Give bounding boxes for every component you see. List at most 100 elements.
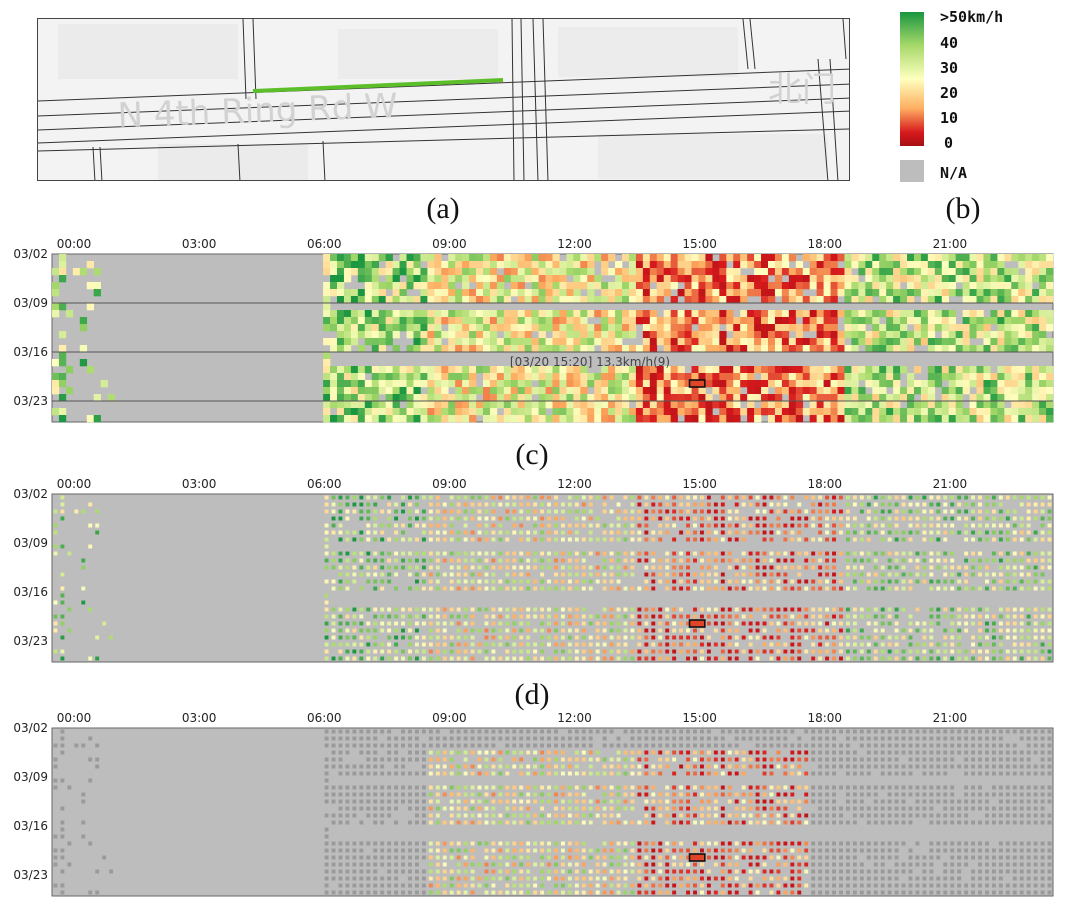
heatmap-dot bbox=[700, 736, 704, 741]
heatmap-dot bbox=[651, 579, 656, 584]
heatmap-dot bbox=[1012, 621, 1017, 626]
heatmap-dot bbox=[720, 750, 725, 755]
heatmap-dot bbox=[442, 537, 447, 542]
road-map[interactable]: N 4th Ring Rd W 北门 bbox=[37, 18, 850, 181]
heatmap-dot bbox=[324, 743, 329, 748]
heatmap-dot bbox=[352, 530, 357, 535]
speed-heatmap-filtered[interactable]: 00:00 03:00 06:00 09:00 12:00 15:00 18:00 21:00… bbox=[0, 706, 1066, 906]
heatmap-cell bbox=[1018, 282, 1026, 290]
heatmap-dot bbox=[560, 558, 565, 563]
heatmap-cell bbox=[837, 345, 845, 353]
heatmap-cell bbox=[907, 408, 915, 416]
heatmap-cell bbox=[552, 261, 560, 269]
heatmap-dot bbox=[463, 509, 468, 514]
heatmap-cell bbox=[733, 296, 741, 304]
heatmap-dot bbox=[491, 516, 496, 521]
heatmap-dot bbox=[700, 572, 704, 577]
heatmap-dot bbox=[1019, 558, 1024, 563]
heatmap-cell bbox=[858, 282, 866, 290]
heatmap-dot bbox=[964, 628, 969, 633]
heatmap-cell bbox=[865, 331, 873, 339]
heatmap-cell bbox=[496, 415, 505, 423]
speed-heatmap-dots[interactable]: 00:00 03:00 06:00 09:00 12:00 15:00 18:00 21:00… bbox=[0, 472, 1066, 672]
heatmap-cell bbox=[809, 268, 817, 276]
heatmap-dot bbox=[526, 750, 531, 755]
heatmap-dot bbox=[797, 530, 802, 535]
heatmap-cell bbox=[608, 394, 616, 402]
heatmap-dot bbox=[616, 607, 621, 612]
heatmap-cell bbox=[510, 275, 519, 283]
heatmap-dot bbox=[755, 764, 760, 769]
heatmap-dot bbox=[1012, 764, 1017, 769]
heatmap-dot bbox=[720, 537, 725, 542]
heatmap-dot bbox=[387, 551, 392, 556]
heatmap-dot bbox=[741, 771, 746, 776]
heatmap-cell bbox=[371, 310, 380, 318]
heatmap-dot bbox=[421, 642, 426, 647]
heatmap-cell bbox=[1046, 268, 1054, 276]
heatmap-dot bbox=[943, 565, 948, 570]
heatmap-dot bbox=[706, 551, 711, 556]
heatmap-dot bbox=[449, 558, 454, 563]
heatmap-cell bbox=[684, 282, 692, 290]
heatmap-cell bbox=[601, 296, 609, 304]
heatmap-dot bbox=[637, 764, 642, 769]
heatmap-dot bbox=[1012, 649, 1017, 654]
heatmap-dot bbox=[477, 579, 482, 584]
heatmap-dot bbox=[463, 572, 468, 577]
heatmap-dot bbox=[408, 628, 412, 633]
heatmap-cell bbox=[941, 408, 950, 416]
heatmap-dot bbox=[943, 495, 948, 500]
heatmap-dot bbox=[873, 757, 878, 762]
heatmap-dot bbox=[783, 530, 788, 535]
speed-heatmap-full[interactable]: 00:00 03:00 06:00 09:00 12:00 15:00 18:00 21:00… bbox=[0, 232, 1066, 432]
heatmap-dot bbox=[971, 750, 976, 755]
heatmap-dot bbox=[818, 642, 823, 647]
heatmap-cell bbox=[983, 373, 991, 381]
heatmap-dot bbox=[741, 635, 746, 640]
heatmap-dot bbox=[700, 771, 704, 776]
heatmap-dot bbox=[985, 736, 989, 741]
heatmap-cell bbox=[642, 275, 651, 283]
heatmap-dot bbox=[1033, 736, 1038, 741]
heatmap-dot bbox=[415, 579, 419, 584]
heatmap-dot bbox=[873, 502, 878, 507]
heatmap-dot bbox=[387, 565, 392, 570]
heatmap-cell bbox=[343, 373, 352, 381]
heatmap-cell bbox=[656, 401, 665, 409]
heatmap-dot bbox=[859, 607, 864, 612]
heatmap-dot bbox=[456, 516, 461, 521]
heatmap-cell bbox=[476, 345, 484, 353]
heatmap-dot bbox=[776, 509, 781, 514]
heatmap-cell bbox=[420, 296, 428, 304]
heatmap-dot bbox=[352, 502, 357, 507]
heatmap-cell bbox=[962, 366, 970, 374]
heatmap-dot bbox=[734, 579, 739, 584]
heatmap-dot bbox=[797, 750, 802, 755]
heatmap-dot bbox=[679, 764, 684, 769]
heatmap-cell bbox=[524, 254, 532, 262]
heatmap-dot bbox=[797, 551, 802, 556]
heatmap-dot bbox=[53, 544, 58, 549]
heatmap-dot bbox=[832, 628, 836, 633]
heatmap-cell bbox=[969, 296, 977, 304]
heatmap-cell bbox=[608, 366, 616, 374]
heatmap-cell bbox=[879, 254, 887, 262]
heatmap-dot bbox=[971, 736, 976, 741]
heatmap-cell bbox=[615, 268, 623, 276]
heatmap-dot bbox=[700, 614, 704, 619]
heatmap-cell bbox=[774, 310, 783, 318]
heatmap-cell bbox=[420, 317, 428, 325]
heatmap-dot bbox=[859, 743, 864, 748]
heatmap-dot bbox=[408, 642, 412, 647]
heatmap-cell bbox=[823, 401, 831, 409]
heatmap-cell bbox=[781, 380, 790, 388]
heatmap-dot bbox=[706, 621, 711, 626]
heatmap-dot bbox=[741, 530, 746, 535]
heatmap-dot bbox=[1033, 516, 1038, 521]
heatmap-dot bbox=[922, 621, 927, 626]
heatmap-dot bbox=[679, 509, 684, 514]
heatmap-cell bbox=[545, 324, 553, 332]
heatmap-dot bbox=[505, 537, 510, 542]
heatmap-cell bbox=[941, 338, 950, 346]
